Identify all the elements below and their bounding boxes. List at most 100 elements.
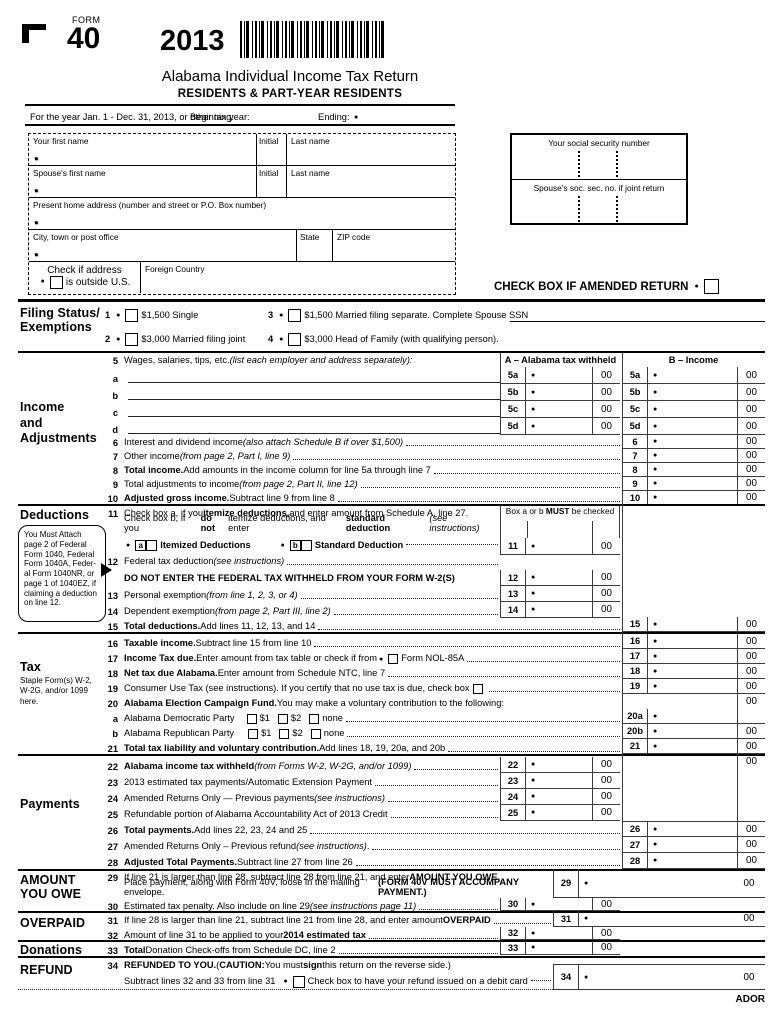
city-field[interactable]: City, town or post office ● [29, 230, 297, 261]
line-12-text-1: 12 Federal tax deduction (see instructio… [100, 555, 500, 567]
amount-31[interactable]: 31 ● 00 [553, 911, 765, 927]
amount-5b-income[interactable]: 5b ● 00 [622, 384, 765, 401]
zip-field[interactable]: ZIP code [333, 230, 455, 261]
outside-us-checkbox[interactable] [49, 275, 63, 289]
cell-number: 31 [553, 911, 579, 926]
amount-26[interactable]: 26 ● 00 [622, 821, 765, 837]
single-checkbox[interactable] [125, 309, 139, 322]
democratic-none-checkbox[interactable] [309, 714, 320, 724]
itemized-checkbox[interactable] [146, 540, 158, 551]
amount-5a-income[interactable]: 5a ● 00 [622, 367, 765, 384]
first-name-field[interactable]: Your first name ● [29, 134, 257, 165]
your-initial-field[interactable]: Initial [257, 134, 287, 165]
amended-return-checkbox[interactable] [703, 279, 719, 294]
amount-15[interactable]: 15 ● 00 [622, 617, 765, 632]
ssn-separator [616, 196, 619, 222]
republican-1-checkbox[interactable] [248, 729, 259, 739]
line-text: Consumer Use Tax (see instructions). If … [124, 683, 470, 694]
line-29-text-1: 29 If line 21 is larger than line 28, su… [100, 871, 553, 883]
cell-number: 17 [622, 649, 648, 663]
employer-writein-line[interactable] [128, 433, 500, 434]
amount-11[interactable]: 11 ● 00 [500, 538, 620, 555]
your-ssn-field[interactable]: Your social security number [512, 135, 686, 180]
row-letter: b [112, 391, 118, 401]
head-of-family-checkbox[interactable] [288, 333, 302, 346]
standard-checkbox[interactable] [300, 540, 312, 551]
amount-5d-withheld[interactable]: 5d ● 00 [500, 418, 620, 435]
amount-9[interactable]: 9 ● 00 [622, 477, 765, 491]
spouse-last-name-field[interactable]: Last name [287, 166, 455, 197]
spouse-ssn-field[interactable]: Spouse's soc. sec. no. if joint return [512, 180, 686, 225]
your-last-name-field[interactable]: Last name [287, 134, 455, 165]
nol-85a-checkbox[interactable] [388, 654, 399, 664]
debit-card-checkbox[interactable] [292, 975, 305, 988]
amount-19[interactable]: 19 ● 00 [622, 679, 765, 694]
amount-34[interactable]: 34 ● 00 [553, 964, 765, 990]
cell-bullet: ● [653, 841, 658, 848]
cell-number: 15 [622, 617, 648, 631]
employer-writein-line[interactable] [128, 399, 500, 400]
amount-14[interactable]: 14 ● 00 [500, 602, 620, 618]
amount-10[interactable]: 10 ● 00 [622, 491, 765, 505]
dotted-leader [355, 865, 620, 866]
republican-2-checkbox[interactable] [279, 729, 290, 739]
section-divider [18, 299, 765, 302]
amount-20b[interactable]: 20b ● 00 [622, 724, 765, 739]
line-number: 28 [107, 858, 118, 868]
amount-27[interactable]: 27 ● 00 [622, 837, 765, 853]
no-use-tax-checkbox[interactable] [472, 684, 483, 694]
dotted-leader [448, 751, 620, 752]
amount-5b-withheld[interactable]: 5b ● 00 [500, 384, 620, 401]
spouse-ssn-writein-line[interactable] [510, 321, 765, 322]
amount-33[interactable]: 33 ● 00 [500, 941, 620, 955]
dotted-leader [314, 646, 620, 647]
line-text: Add lines 18, 19, 20a, and 20b [319, 743, 446, 754]
married-joint-checkbox[interactable] [125, 333, 139, 346]
line-text-bold: Total payments. [124, 825, 195, 836]
amount-20a[interactable]: 20a ● [622, 709, 765, 724]
amount-17[interactable]: 17 ● 00 [622, 649, 765, 664]
cents: 00 [592, 805, 620, 820]
employer-writein-line[interactable] [128, 416, 500, 417]
ssn-separator [578, 151, 581, 177]
amount-5a-withheld[interactable]: 5a ● 00 [500, 367, 620, 384]
amount-22[interactable]: 22 ● 00 [500, 757, 620, 773]
spouse-initial-field[interactable]: Initial [257, 166, 287, 197]
amount-18[interactable]: 18 ● 00 [622, 664, 765, 679]
line-number: 22 [107, 762, 118, 772]
amount-16[interactable]: 16 ● 00 [622, 634, 765, 649]
line-20b: b Alabama Republican Party $1 $2 none [100, 727, 622, 739]
democratic-2-checkbox[interactable] [277, 714, 288, 724]
line-number: 6 [112, 438, 118, 448]
amount-8[interactable]: 8 ● 00 [622, 463, 765, 477]
amount-23[interactable]: 23 ● 00 [500, 773, 620, 789]
republican-none-checkbox[interactable] [310, 729, 321, 739]
state-field[interactable]: State [297, 230, 333, 261]
foreign-country-field[interactable]: Foreign Country [141, 262, 455, 293]
amount-21[interactable]: 21 ● 00 [622, 739, 765, 754]
dotted-leader [338, 953, 498, 954]
amount-28[interactable]: 28 ● 00 [622, 853, 765, 869]
amount-6[interactable]: 6 ● 00 [622, 435, 765, 449]
amount-32[interactable]: 32 ● 00 [500, 927, 620, 940]
amount-12[interactable]: 12 ● 00 [500, 570, 620, 586]
married-separate-checkbox[interactable] [288, 309, 302, 322]
amount-30[interactable]: 30 ● 00 [500, 898, 620, 911]
amount-24[interactable]: 24 ● 00 [500, 789, 620, 805]
line-text: You may make a voluntary contribution to… [276, 698, 504, 709]
home-address-field[interactable]: Present home address (number and street … [29, 198, 455, 229]
amount-5c-withheld[interactable]: 5c ● 00 [500, 401, 620, 418]
line-text: Add lines 22, 23, 24 and 25 [194, 825, 308, 836]
amount-29[interactable]: 29 ● 00 [553, 869, 765, 898]
amount-7[interactable]: 7 ● 00 [622, 449, 765, 463]
amount-25[interactable]: 25 ● 00 [500, 805, 620, 821]
line-text-bold: OVERPAID [442, 915, 491, 926]
amount-13[interactable]: 13 ● 00 [500, 586, 620, 602]
line-number: 11 [108, 509, 118, 519]
amount-5c-income[interactable]: 5c ● 00 [622, 401, 765, 418]
spouse-first-name-field[interactable]: Spouse's first name ● [29, 166, 257, 197]
amount-5d-income[interactable]: 5d ● 00 [622, 418, 765, 435]
outside-us-checkbox-cell[interactable]: Check if address ● is outside U.S. [29, 262, 141, 293]
democratic-1-checkbox[interactable] [246, 714, 257, 724]
employer-writein-line[interactable] [128, 382, 500, 383]
